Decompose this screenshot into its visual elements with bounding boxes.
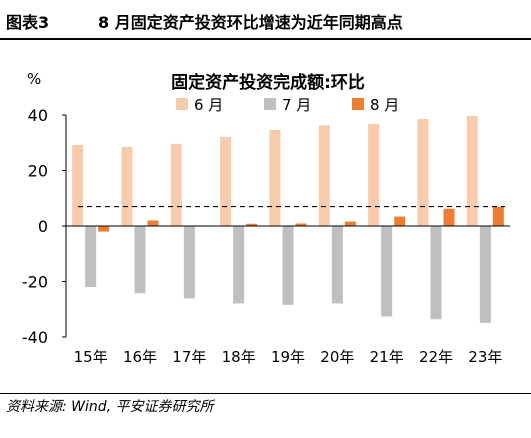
figure-header: 图表3 8 月固定资产投资环比增速为近年同期高点 <box>0 0 531 40</box>
bar-20年-series-1 <box>318 125 330 226</box>
x-tick-label: 18年 <box>222 348 256 366</box>
figure-number: 图表3 <box>6 13 50 32</box>
legend-label-3: 8 月 <box>370 96 399 114</box>
source-note: 资料来源: Wind, 平安证券研究所 <box>6 399 214 415</box>
plot-area: 40 20 0 -20 -40 15年 16年 17年 18年 19年 20年 21年 22年 23年 <box>22 106 510 366</box>
bar-15年-series-2 <box>85 226 97 288</box>
y-axis-unit-label: % <box>27 70 41 88</box>
bar-18年-series-3 <box>246 223 258 226</box>
y-tick-label: 20 <box>28 162 48 181</box>
bar-22年-series-1 <box>417 118 429 226</box>
x-tick-label: 19年 <box>271 348 305 366</box>
bar-20年-series-3 <box>344 221 356 226</box>
bar-16年-series-2 <box>134 226 146 294</box>
bar-18年-series-2 <box>233 226 245 304</box>
bar-20年-series-2 <box>331 226 343 304</box>
x-tick-label: 23年 <box>468 348 502 366</box>
bar-21年-series-3 <box>394 216 406 226</box>
bar-22年-series-3 <box>443 208 455 226</box>
bar-16年-series-3 <box>147 220 159 226</box>
bar-23年-series-1 <box>466 115 478 226</box>
bar-16年-series-1 <box>121 146 133 226</box>
bar-23年-series-2 <box>479 226 491 323</box>
bar-15年-series-1 <box>72 144 84 226</box>
bar-23年-series-3 <box>492 206 504 226</box>
bar-chart: 固定资产投资完成额:环比 % 6 月 7 月 8 月 40 20 0 -20 -40 15年 1… <box>22 70 510 366</box>
chart-title: 固定资产投资完成额:环比 <box>171 72 365 93</box>
legend-swatch-3 <box>352 98 364 110</box>
figure-title: 8 月固定资产投资环比增速为近年同期高点 <box>98 13 403 32</box>
y-tick-label: 0 <box>38 217 48 236</box>
bar-19年-series-1 <box>269 129 281 226</box>
bar-19年-series-3 <box>295 223 307 226</box>
figure-footer: 资料来源: Wind, 平安证券研究所 <box>0 393 531 438</box>
y-tick-label: -40 <box>22 328 48 347</box>
bar-22年-series-2 <box>430 226 442 320</box>
legend-label-2: 7 月 <box>282 96 311 114</box>
x-tick-label: 17年 <box>172 348 206 366</box>
legend-label-1: 6 月 <box>194 96 223 114</box>
bar-15年-series-3 <box>98 226 110 232</box>
bar-17年-series-1 <box>170 143 182 226</box>
y-tick-label: 40 <box>28 106 48 125</box>
x-tick-label: 22年 <box>419 348 453 366</box>
y-tick-label: -20 <box>22 273 48 292</box>
bar-19年-series-2 <box>282 226 294 305</box>
legend-swatch-1 <box>176 98 188 110</box>
chart-legend: 6 月 7 月 8 月 <box>176 96 399 114</box>
legend-swatch-2 <box>264 98 276 110</box>
x-tick-label: 15年 <box>74 348 108 366</box>
x-tick-label: 20年 <box>320 348 354 366</box>
x-tick-label: 16年 <box>123 348 157 366</box>
bar-17年-series-2 <box>183 226 195 299</box>
bar-21年-series-2 <box>381 226 393 317</box>
bar-21年-series-1 <box>368 123 380 226</box>
x-tick-label: 21年 <box>370 348 404 366</box>
bar-18年-series-1 <box>220 136 232 226</box>
